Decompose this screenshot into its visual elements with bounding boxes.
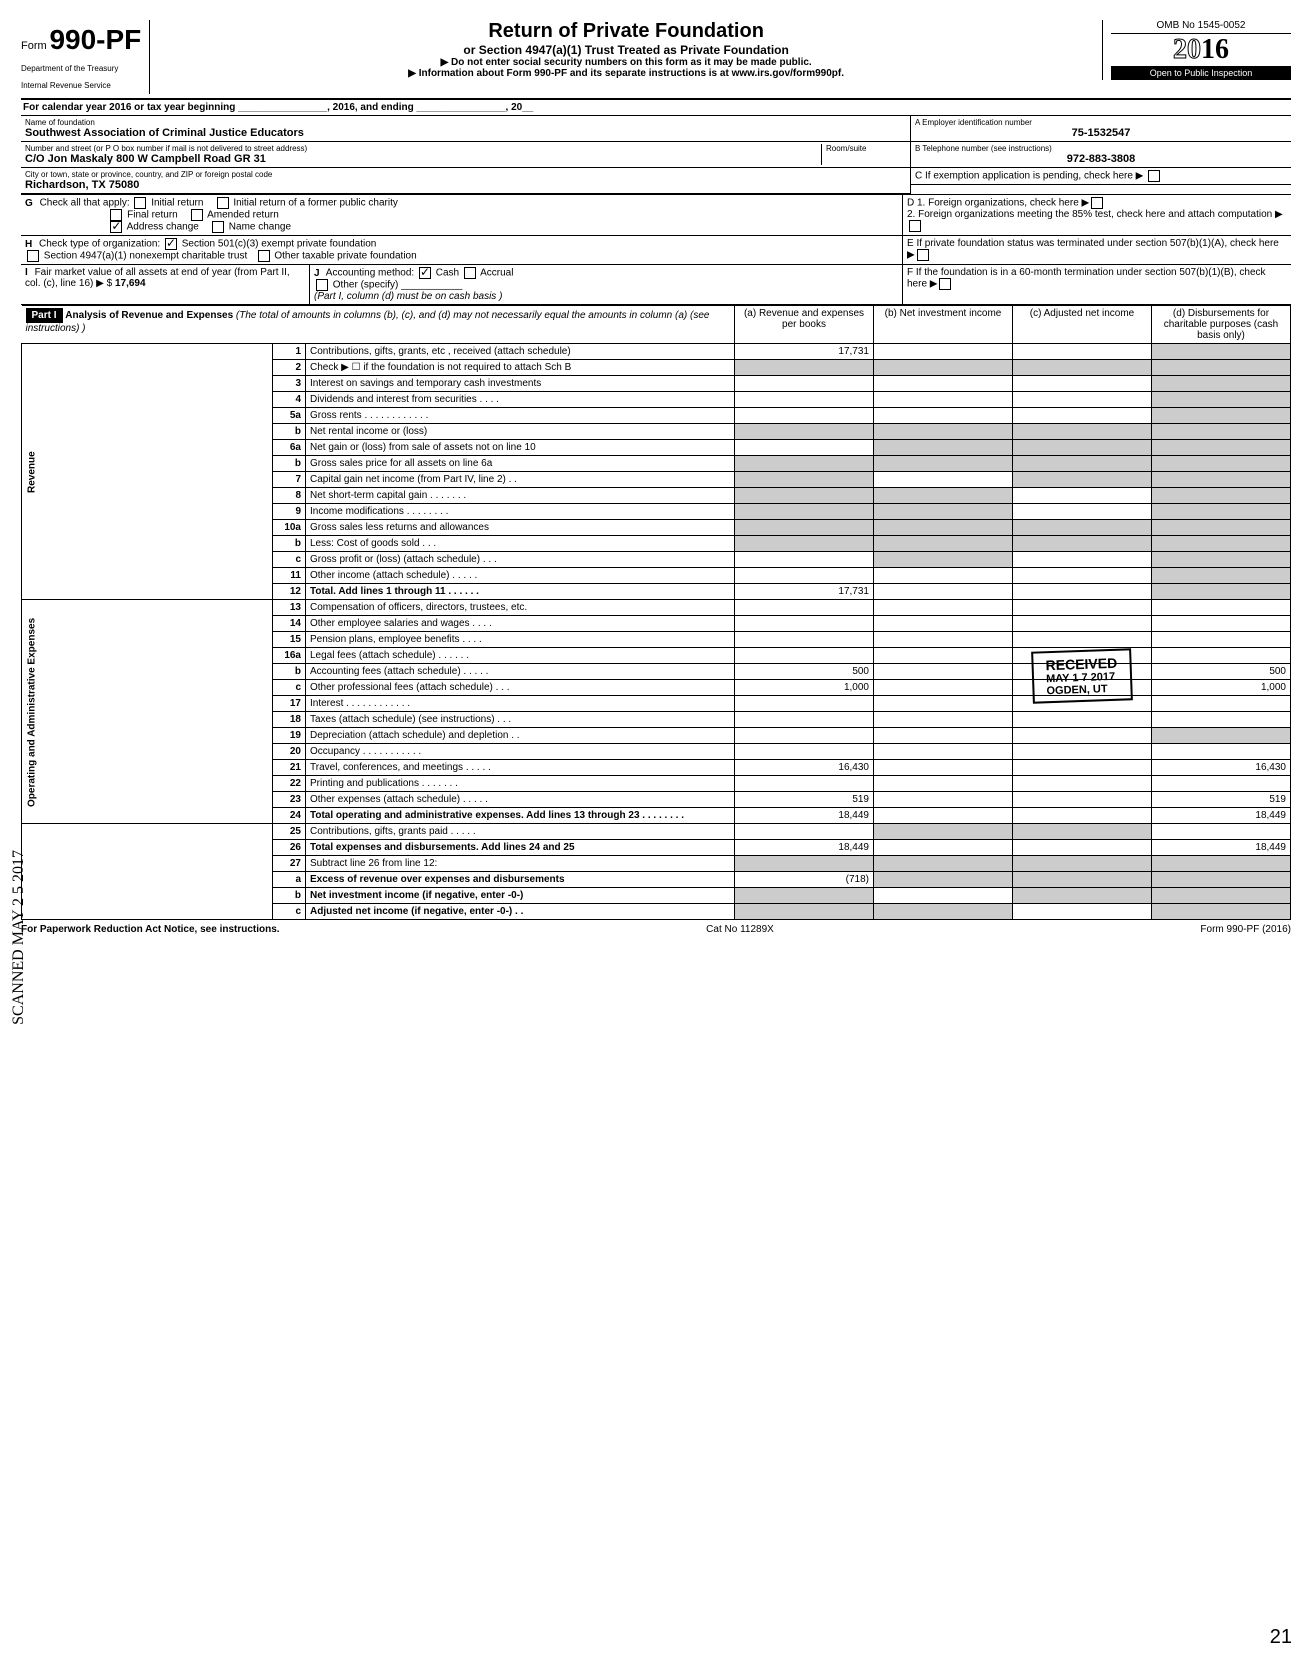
received-stamp: RECEIVED MAY 1 7 2017 OGDEN, UT <box>1032 648 1133 703</box>
exemption-pending-checkbox[interactable] <box>1148 170 1160 182</box>
form-prefix: Form <box>21 40 47 52</box>
col-c-header: (c) Adjusted net income <box>1013 306 1152 344</box>
expenses-side-label: Operating and Administrative Expenses <box>22 600 273 824</box>
tax-year: 2016 <box>1111 34 1291 66</box>
foundation-address: C/O Jon Maskaly 800 W Campbell Road GR 3… <box>25 153 821 165</box>
instruction-1: ▶ Do not enter social security numbers o… <box>158 57 1094 68</box>
name-label: Name of foundation <box>25 118 906 127</box>
revenue-side-label: Revenue <box>22 344 273 600</box>
part1-label: Part I <box>26 308 63 323</box>
d2-checkbox[interactable] <box>909 220 921 232</box>
g-letter: G <box>25 198 33 209</box>
foundation-info: Name of foundation Southwest Association… <box>21 116 1291 195</box>
g-label: Check all that apply: <box>40 198 130 209</box>
calendar-year-line: For calendar year 2016 or tax year begin… <box>21 100 1291 116</box>
h-4947-checkbox[interactable] <box>27 250 39 262</box>
footer-center: Cat No 11289X <box>706 924 774 935</box>
j-cash-checkbox[interactable] <box>419 267 431 279</box>
i-letter: I <box>25 267 28 278</box>
form-990pf: Form 990-PF Department of the Treasury I… <box>21 20 1291 935</box>
title-box: Return of Private Foundation or Section … <box>150 20 1102 79</box>
f-checkbox[interactable] <box>939 278 951 290</box>
form-number: 990-PF <box>49 24 141 55</box>
part1-heading: Analysis of Revenue and Expenses <box>65 310 233 321</box>
j-accrual-checkbox[interactable] <box>464 267 476 279</box>
omb-number: OMB No 1545-0052 <box>1111 20 1291 34</box>
d1-label: D 1. Foreign organizations, check here <box>907 198 1079 209</box>
col-b-header: (b) Net investment income <box>874 306 1013 344</box>
f-label: F If the foundation is in a 60-month ter… <box>907 267 1266 290</box>
foundation-name: Southwest Association of Criminal Justic… <box>25 127 906 139</box>
omb-year-box: OMB No 1545-0052 2016 Open to Public Ins… <box>1102 20 1291 80</box>
col-a-header: (a) Revenue and expenses per books <box>735 306 874 344</box>
h-other-checkbox[interactable] <box>258 250 270 262</box>
e-label: E If private foundation status was termi… <box>907 238 1279 249</box>
city-label: City or town, state or province, country… <box>25 170 906 179</box>
page-number: 21 <box>1270 1626 1292 1649</box>
page-footer: For Paperwork Reduction Act Notice, see … <box>21 920 1291 935</box>
form-header: Form 990-PF Department of the Treasury I… <box>21 20 1291 100</box>
col-d-header: (d) Disbursements for charitable purpose… <box>1152 306 1291 344</box>
addr-label: Number and street (or P O box number if … <box>25 144 821 153</box>
e-checkbox[interactable] <box>917 249 929 261</box>
instruction-2: ▶ Information about Form 990-PF and its … <box>158 68 1094 79</box>
form-number-box: Form 990-PF Department of the Treasury I… <box>21 20 150 94</box>
amended-checkbox[interactable] <box>191 209 203 221</box>
i-value: 17,694 <box>115 278 146 289</box>
d2-label: 2. Foreign organizations meeting the 85%… <box>907 209 1272 220</box>
name-change-checkbox[interactable] <box>212 221 224 233</box>
sub-title: or Section 4947(a)(1) Trust Treated as P… <box>158 43 1094 57</box>
footer-left: For Paperwork Reduction Act Notice, see … <box>21 924 280 935</box>
initial-return-checkbox[interactable] <box>134 197 146 209</box>
ein-value: 75-1532547 <box>915 127 1287 139</box>
dept-treasury: Department of the Treasury <box>21 64 141 73</box>
main-title: Return of Private Foundation <box>158 20 1094 43</box>
j-note: (Part I, column (d) must be on cash basi… <box>314 291 502 302</box>
h-letter: H <box>25 239 32 250</box>
room-label: Room/suite <box>826 144 906 153</box>
h-501c3-checkbox[interactable] <box>165 238 177 250</box>
part1-table: Part I Analysis of Revenue and Expenses … <box>21 305 1291 920</box>
j-label: Accounting method: <box>326 268 414 279</box>
footer-right: Form 990-PF (2016) <box>1200 924 1291 935</box>
dept-irs: Internal Revenue Service <box>21 81 141 90</box>
i-label: Fair market value of all assets at end o… <box>25 267 290 289</box>
d1-checkbox[interactable] <box>1091 197 1103 209</box>
scanned-stamp: SCANNED MAY 2 5 2017 <box>10 850 28 1025</box>
j-other-checkbox[interactable] <box>316 279 328 291</box>
h-label: Check type of organization: <box>39 239 160 250</box>
phone-label: B Telephone number (see instructions) <box>915 144 1287 153</box>
initial-former-checkbox[interactable] <box>217 197 229 209</box>
public-inspection: Open to Public Inspection <box>1111 66 1291 80</box>
ein-label: A Employer identification number <box>915 118 1287 127</box>
phone-value: 972-883-3808 <box>915 153 1287 165</box>
c-label: C If exemption application is pending, c… <box>915 171 1143 182</box>
j-letter: J <box>314 268 320 279</box>
addr-change-checkbox[interactable] <box>110 221 122 233</box>
foundation-city: Richardson, TX 75080 <box>25 179 906 191</box>
